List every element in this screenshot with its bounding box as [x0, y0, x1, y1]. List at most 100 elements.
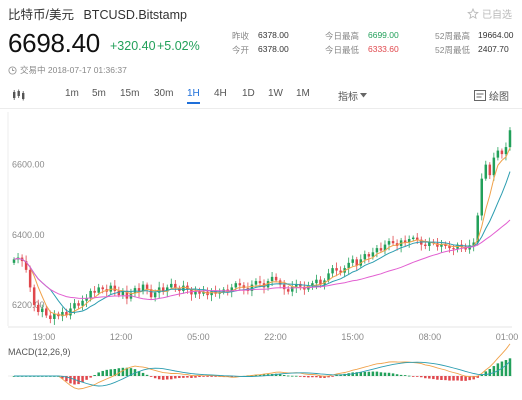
macd-histogram-bar	[206, 376, 209, 377]
candle-body	[161, 287, 165, 292]
candle-body	[89, 290, 92, 298]
clock-icon	[8, 65, 17, 75]
stat-label-open: 今开	[232, 45, 250, 55]
price-change-percent: +5.02%	[157, 39, 200, 53]
interval-1d[interactable]: 1D	[242, 88, 255, 99]
candle-body	[371, 252, 375, 257]
macd-histogram-bar	[432, 376, 435, 380]
macd-label: MACD(12,26,9)	[8, 347, 71, 357]
interval-1m-month[interactable]: 1M	[296, 88, 310, 99]
chart-type-button[interactable]	[12, 88, 26, 106]
candle-body	[109, 285, 113, 292]
macd-histogram-bar	[121, 367, 125, 376]
stat-value-day-low: 6333.60	[368, 44, 399, 54]
interval-5m[interactable]: 5m	[92, 88, 106, 99]
candle-body	[295, 283, 298, 287]
indicator-label: 指标	[338, 92, 358, 103]
candle-body	[85, 297, 88, 301]
macd-histogram-bar	[81, 376, 84, 383]
macd-histogram-bar	[420, 376, 423, 378]
y-tick-label: 6600.00	[12, 160, 45, 170]
macd-histogram-bar	[282, 374, 286, 376]
stat-value-52w-low: 2407.70	[478, 44, 509, 54]
candle-body	[36, 304, 40, 312]
stat-label-day-low: 今日最低	[325, 45, 360, 55]
candle-body	[448, 246, 451, 249]
candle-body	[327, 273, 330, 281]
macd-histogram-bar	[496, 363, 500, 376]
macd-histogram-bar	[387, 372, 391, 376]
macd-histogram-bar	[363, 371, 367, 376]
macd-histogram-bar	[307, 376, 310, 378]
macd-histogram-bar	[391, 373, 395, 376]
macd-histogram-bar	[464, 376, 467, 381]
macd-histogram-bar	[500, 361, 504, 376]
candle-body	[234, 283, 238, 288]
candle-body	[214, 290, 217, 294]
candle-body	[387, 241, 391, 245]
candle-body	[117, 290, 121, 296]
macd-histogram-bar	[194, 376, 197, 378]
interval-1m[interactable]: 1m	[65, 88, 79, 99]
macd-histogram-bar	[355, 372, 359, 376]
macd-histogram-bar	[375, 371, 379, 376]
candle-body	[53, 313, 56, 319]
macd-dif-line	[14, 343, 511, 390]
candle-body	[444, 243, 447, 247]
macd-histogram-bar	[424, 376, 427, 379]
indicator-dropdown[interactable]: 指标	[338, 88, 367, 103]
price-change: +320.40	[110, 39, 156, 53]
candle-body	[347, 262, 350, 269]
macd-histogram-bar	[137, 371, 141, 376]
moving-average-line	[13, 147, 511, 316]
candle-body	[363, 254, 367, 260]
draw-button[interactable]: 绘图	[474, 88, 509, 103]
candle-body	[415, 237, 419, 240]
macd-histogram-bar	[198, 376, 201, 378]
interval-1h[interactable]: 1H	[187, 88, 200, 104]
macd-histogram-bar	[141, 372, 145, 376]
macd-histogram-bar	[440, 376, 443, 381]
candle-body	[484, 164, 488, 179]
macd-histogram-bar	[492, 366, 496, 376]
interval-4h[interactable]: 4H	[214, 88, 227, 99]
candle-body	[266, 281, 270, 288]
candle-body	[299, 283, 302, 287]
stat-value-52w-high: 19664.00	[478, 30, 514, 40]
macd-histogram-bar	[190, 376, 193, 378]
stat-value-prev-close: 6378.00	[258, 30, 289, 40]
interval-30m[interactable]: 30m	[154, 88, 174, 99]
candle-body	[254, 281, 258, 285]
candle-body	[331, 268, 334, 274]
macd-histogram-bar	[456, 376, 459, 381]
star-icon	[467, 7, 479, 19]
macd-histogram-bar	[367, 371, 371, 376]
instrument-symbol: BTCUSD.Bitstamp	[83, 8, 187, 22]
macd-histogram-bar	[202, 376, 205, 377]
macd-histogram-bar	[379, 372, 383, 376]
candle-body	[383, 244, 387, 251]
price-chart[interactable]: 6600.00 6400.00 6200.00 19:00 12:00 05:00 22:0…	[0, 110, 522, 400]
interval-15m[interactable]: 15m	[120, 88, 140, 99]
favorite-button[interactable]: 已自选	[467, 6, 512, 21]
macd-histogram-bar	[480, 374, 484, 376]
macd-histogram-bar	[109, 369, 113, 376]
macd-histogram-bar	[444, 376, 447, 381]
macd-histogram-bar	[468, 376, 471, 381]
candle-body	[407, 238, 411, 243]
candle-body	[113, 285, 117, 291]
candle-body	[174, 283, 177, 289]
macd-histogram-bar	[403, 375, 407, 376]
candle-body	[93, 290, 96, 293]
candle-body	[496, 150, 500, 158]
interval-1w[interactable]: 1W	[268, 88, 283, 99]
candle-body	[28, 269, 32, 288]
candle-body	[12, 259, 16, 263]
instrument-title: 比特币/美元 BTCUSD.Bitstamp	[8, 4, 187, 23]
candle-body	[492, 157, 496, 176]
x-tick-label: 22:00	[264, 332, 287, 342]
candle-body	[170, 283, 173, 288]
favorite-label: 已自选	[482, 10, 512, 21]
candle-body	[335, 268, 338, 271]
macd-histogram-bar	[61, 376, 64, 379]
